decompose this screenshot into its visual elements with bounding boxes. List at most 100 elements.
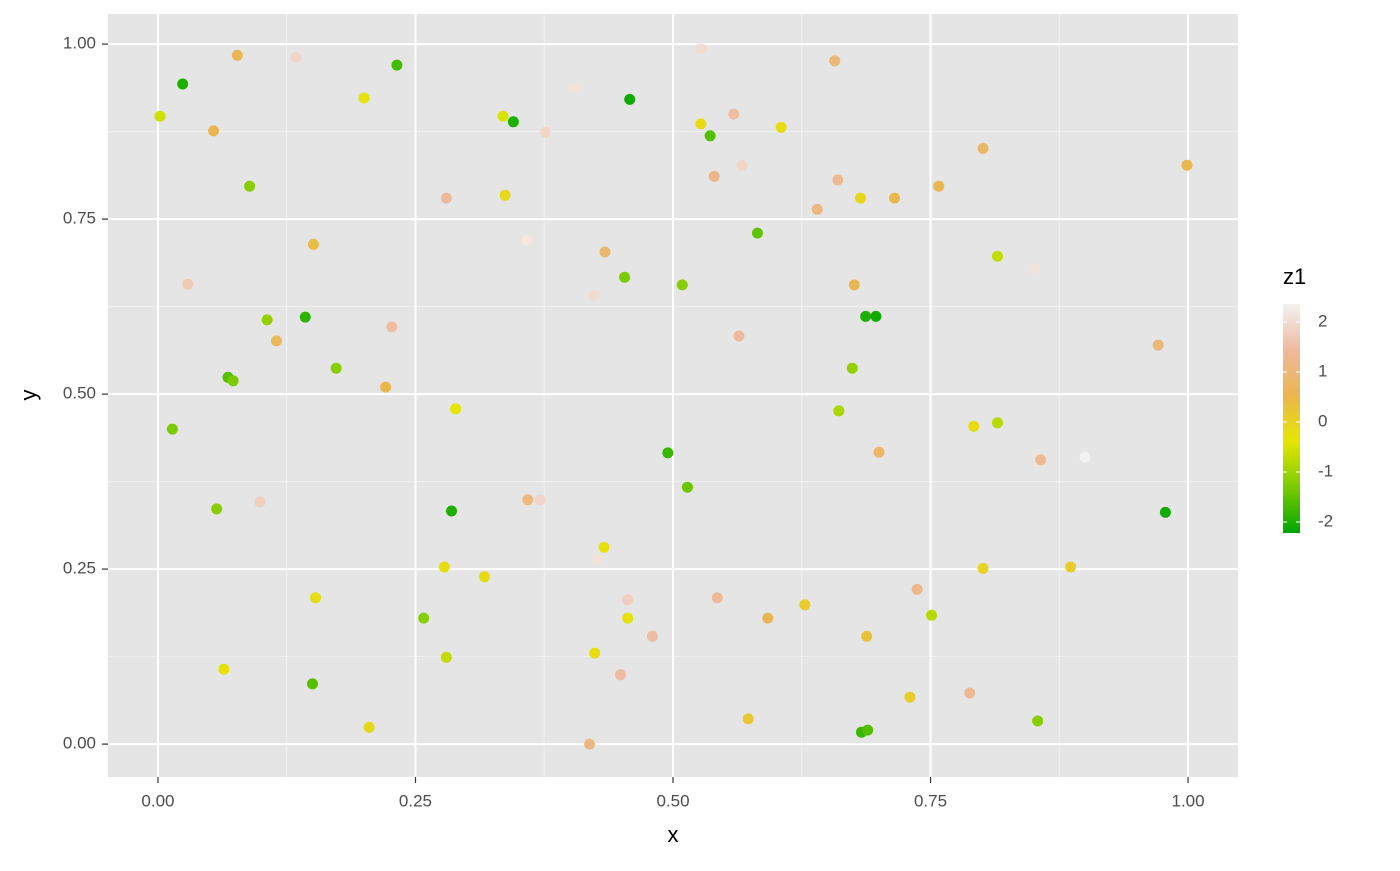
x-axis-title: x <box>668 822 679 847</box>
point <box>584 738 596 750</box>
x-tick-label: 0.00 <box>141 791 174 810</box>
point <box>177 78 189 90</box>
point <box>977 142 989 154</box>
point <box>926 609 938 621</box>
point <box>695 118 707 130</box>
colorbar-label: -2 <box>1318 511 1333 530</box>
point <box>244 180 256 192</box>
point <box>751 227 763 239</box>
point <box>499 189 511 201</box>
point <box>873 446 885 458</box>
point <box>386 321 398 333</box>
point <box>911 583 923 595</box>
point <box>1181 159 1193 171</box>
point <box>862 724 874 736</box>
point <box>299 311 311 323</box>
point <box>854 192 866 204</box>
point <box>534 494 546 506</box>
point <box>861 630 873 642</box>
point <box>418 612 430 624</box>
point <box>218 663 230 675</box>
point <box>676 279 688 291</box>
point <box>1152 339 1164 351</box>
point <box>270 335 282 347</box>
point <box>811 203 823 215</box>
point <box>182 278 194 290</box>
point <box>991 417 1003 429</box>
colorbar-label: 1 <box>1318 361 1327 380</box>
point <box>711 592 723 604</box>
point <box>478 571 490 583</box>
point <box>166 423 178 435</box>
point <box>662 447 674 459</box>
point <box>968 420 980 432</box>
colorbar <box>1283 304 1300 533</box>
point <box>507 116 519 128</box>
point <box>363 721 375 733</box>
point <box>904 691 916 703</box>
point <box>227 375 239 387</box>
point <box>736 159 748 171</box>
y-tick-label: 0.00 <box>63 734 96 753</box>
point <box>742 713 754 725</box>
x-tick-label: 1.00 <box>1171 791 1204 810</box>
x-tick-label: 0.25 <box>399 791 432 810</box>
y-tick-label: 0.25 <box>63 559 96 578</box>
point <box>497 110 509 122</box>
point <box>391 59 403 71</box>
x-tick-label: 0.75 <box>914 791 947 810</box>
point <box>211 503 223 515</box>
point <box>589 647 601 659</box>
point <box>1029 262 1041 274</box>
point <box>1035 454 1047 466</box>
point <box>728 108 740 120</box>
point <box>522 494 534 506</box>
point <box>622 594 634 606</box>
point <box>933 180 945 192</box>
point <box>733 330 745 342</box>
point <box>977 562 989 574</box>
colorbar-label: 2 <box>1318 311 1327 330</box>
point <box>622 612 634 624</box>
point <box>829 55 841 67</box>
y-tick-label: 1.00 <box>63 34 96 53</box>
legend-title: z1 <box>1283 264 1306 289</box>
point <box>330 362 342 374</box>
point <box>308 238 320 250</box>
point <box>775 121 787 133</box>
point <box>964 687 976 699</box>
point <box>619 271 631 283</box>
point <box>521 234 533 246</box>
x-tick-label: 0.50 <box>656 791 689 810</box>
point <box>380 381 392 393</box>
point <box>1065 561 1077 573</box>
point <box>624 93 636 105</box>
point <box>154 110 166 122</box>
point <box>1032 715 1044 727</box>
point <box>799 599 811 611</box>
point <box>598 541 610 553</box>
point <box>306 678 318 690</box>
point <box>846 362 858 374</box>
point <box>762 612 774 624</box>
y-tick-label: 0.50 <box>63 384 96 403</box>
colorbar-label: -1 <box>1318 461 1333 480</box>
point <box>704 130 716 142</box>
point <box>614 669 626 681</box>
point <box>832 174 844 186</box>
point <box>589 289 601 301</box>
point <box>1159 506 1171 518</box>
point <box>646 630 658 642</box>
point <box>310 592 322 604</box>
point <box>440 192 452 204</box>
point <box>991 250 1003 262</box>
point <box>254 496 266 508</box>
point <box>833 405 845 417</box>
point <box>860 310 872 322</box>
point <box>592 553 604 565</box>
point <box>567 82 579 94</box>
y-axis-title: y <box>16 390 41 401</box>
point <box>290 51 302 63</box>
point <box>708 170 720 182</box>
